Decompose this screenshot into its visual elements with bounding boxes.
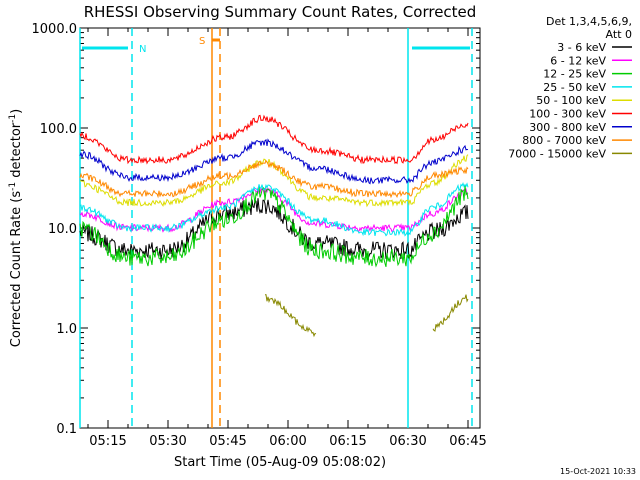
legend-title-attenuator: Att 0 bbox=[606, 28, 632, 41]
legend-label: 6 - 12 keV bbox=[550, 54, 606, 67]
footer-timestamp: 15-Oct-2021 10:33 bbox=[560, 467, 636, 476]
x-tick-label: 06:15 bbox=[329, 434, 366, 449]
series-line-8 bbox=[264, 294, 469, 338]
legend-label: 300 - 800 keV bbox=[529, 121, 606, 134]
y-tick-label: 10.0 bbox=[48, 222, 77, 237]
x-tick-label: 05:45 bbox=[209, 434, 246, 449]
x-tick-label: 05:15 bbox=[89, 434, 126, 449]
saa-label: S bbox=[199, 36, 205, 47]
y-axis-label: Corrected Count Rate (s-1 detector-1) bbox=[8, 109, 24, 347]
series-line-2 bbox=[79, 185, 469, 268]
x-tick-label: 06:30 bbox=[389, 434, 426, 449]
series-line-3 bbox=[79, 181, 469, 238]
legend-label: 7000 - 15000 keV bbox=[508, 147, 606, 160]
x-axis-ticks: 05:15 05:30 05:45 06:00 06:15 06:30 06:45 bbox=[87, 28, 487, 449]
series-line-7 bbox=[79, 159, 469, 199]
x-tick-label: 05:30 bbox=[149, 434, 186, 449]
data-series bbox=[79, 114, 469, 338]
y-tick-label: 100.0 bbox=[40, 122, 77, 137]
x-tick-label: 06:00 bbox=[269, 434, 306, 449]
night-label: N bbox=[139, 44, 146, 55]
series-line-5 bbox=[79, 114, 469, 165]
chart-title: RHESSI Observing Summary Count Rates, Co… bbox=[84, 3, 477, 21]
legend-label: 12 - 25 keV bbox=[543, 68, 606, 81]
legend-title-detectors: Det 1,3,4,5,6,9, bbox=[546, 15, 632, 28]
legend-label: 3 - 6 keV bbox=[557, 41, 606, 54]
legend-label: 25 - 50 keV bbox=[543, 81, 606, 94]
time-markers: NS bbox=[79, 28, 473, 428]
y-tick-label: 1.0 bbox=[56, 322, 77, 337]
x-axis-label: Start Time (05-Aug-09 05:08:02) bbox=[174, 455, 386, 470]
legend-label: 800 - 7000 keV bbox=[522, 134, 606, 147]
series-line-6 bbox=[79, 138, 469, 185]
x-tick-label: 06:45 bbox=[449, 434, 486, 449]
legend-label: 50 - 100 keV bbox=[536, 94, 606, 107]
series-line-4 bbox=[79, 154, 469, 208]
y-tick-label: 1000.0 bbox=[32, 22, 78, 37]
y-tick-label: 0.1 bbox=[56, 422, 77, 437]
legend-label: 100 - 300 keV bbox=[529, 108, 606, 121]
